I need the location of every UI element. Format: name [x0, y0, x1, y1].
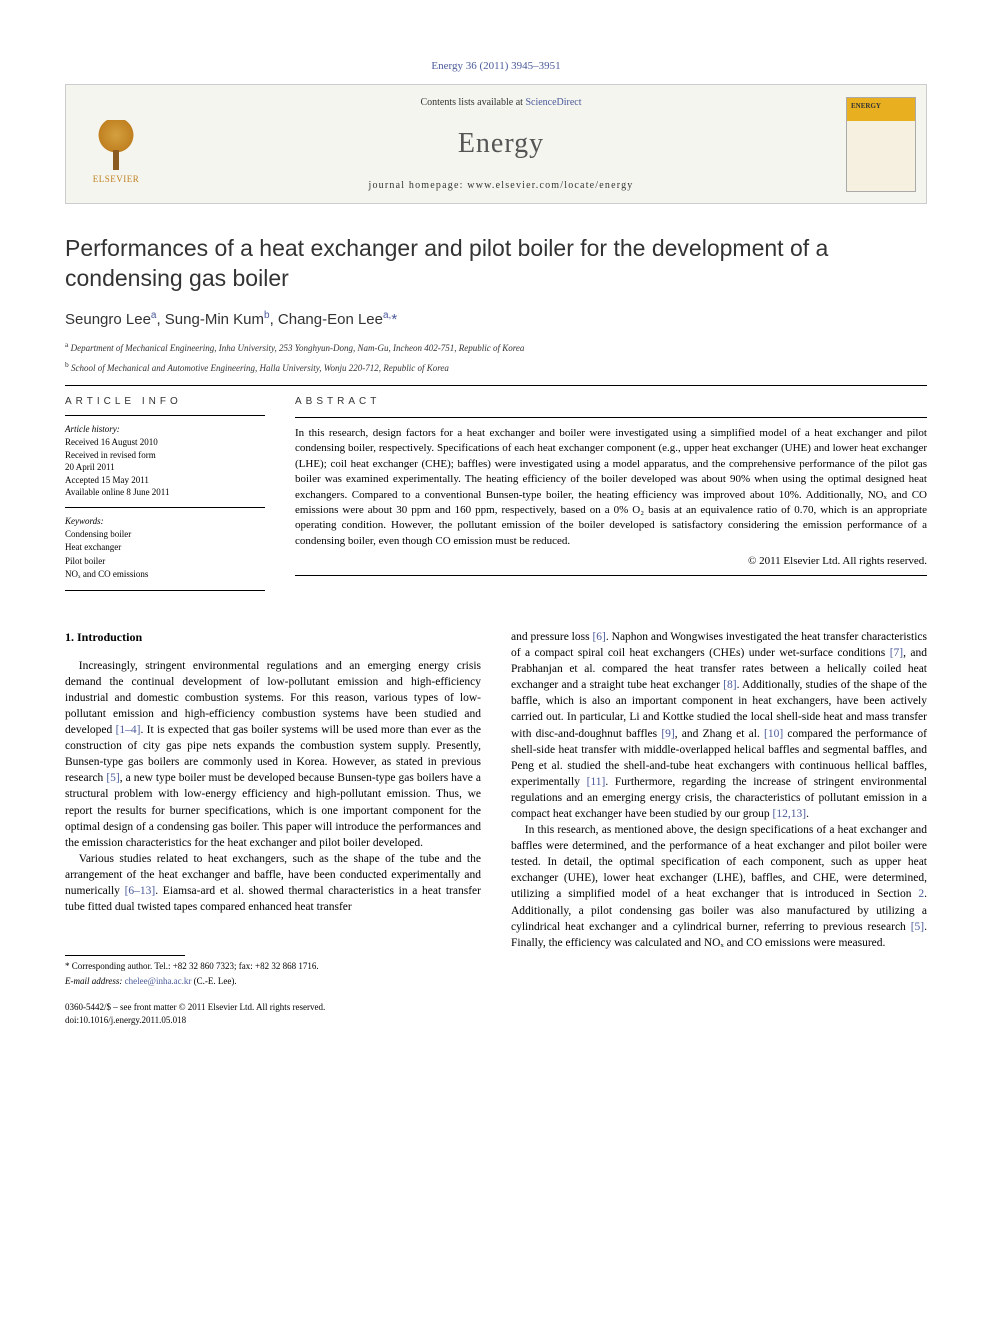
- article-info-header: ARTICLE INFO: [65, 396, 265, 407]
- info-divider: [65, 590, 265, 591]
- publisher-logo-block: ELSEVIER: [66, 85, 166, 203]
- body-paragraph: Various studies related to heat exchange…: [65, 851, 481, 915]
- publisher-name: ELSEVIER: [93, 174, 140, 184]
- abstract-text: In this research, design factors for a h…: [295, 426, 927, 549]
- abstract-top-rule: [295, 417, 927, 418]
- body-paragraph: In this research, as mentioned above, th…: [511, 822, 927, 951]
- keyword-item: Heat exchanger: [65, 541, 265, 555]
- article-title: Performances of a heat exchanger and pil…: [65, 234, 927, 294]
- history-line: Received 16 August 2010: [65, 436, 265, 449]
- history-label: Article history:: [65, 424, 265, 434]
- elsevier-tree-icon: [86, 105, 146, 170]
- affiliation-line: a Department of Mechanical Engineering, …: [65, 340, 927, 355]
- corresponding-email-link[interactable]: chelee@inha.ac.kr: [125, 976, 192, 986]
- info-divider: [65, 507, 265, 508]
- contents-prefix: Contents lists available at: [420, 97, 525, 108]
- journal-banner: ELSEVIER Contents lists available at Sci…: [65, 84, 927, 204]
- divider-rule: [65, 385, 927, 386]
- keyword-item: Condensing boiler: [65, 528, 265, 542]
- cover-title-label: ENERGY: [851, 102, 881, 110]
- abstract-bottom-rule: [295, 575, 927, 576]
- sciencedirect-link[interactable]: ScienceDirect: [525, 97, 581, 108]
- email-label: E-mail address:: [65, 976, 125, 986]
- history-line: Received in revised form: [65, 449, 265, 462]
- corresponding-author-block: * Corresponding author. Tel.: +82 32 860…: [65, 955, 481, 1026]
- homepage-url[interactable]: www.elsevier.com/locate/energy: [467, 180, 633, 191]
- doi-line: doi:10.1016/j.energy.2011.05.018: [65, 1014, 481, 1027]
- journal-name: Energy: [166, 128, 836, 160]
- journal-cover-thumbnail: ENERGY: [846, 97, 916, 192]
- header-citation: Energy 36 (2011) 3945–3951: [65, 60, 927, 72]
- body-paragraph: and pressure loss [6]. Naphon and Wongwi…: [511, 629, 927, 822]
- keyword-item: NOₓ and CO emissions: [65, 568, 265, 582]
- body-paragraph: Increasingly, stringent environmental re…: [65, 658, 481, 851]
- keyword-item: Pilot boiler: [65, 555, 265, 569]
- email-suffix: (C.-E. Lee).: [191, 976, 236, 986]
- affiliation-line: b School of Mechanical and Automotive En…: [65, 360, 927, 375]
- journal-cover-block: ENERGY: [836, 85, 926, 203]
- abstract-header: ABSTRACT: [295, 396, 927, 407]
- contents-available-line: Contents lists available at ScienceDirec…: [166, 97, 836, 108]
- corresponding-author-line: * Corresponding author. Tel.: +82 32 860…: [65, 960, 481, 973]
- history-line: Available online 8 June 2011: [65, 486, 265, 499]
- body-column-right: and pressure loss [6]. Naphon and Wongwi…: [511, 629, 927, 1027]
- abstract-block: ABSTRACT In this research, design factor…: [295, 396, 927, 599]
- section-heading-introduction: 1. Introduction: [65, 629, 481, 646]
- history-line: Accepted 15 May 2011: [65, 474, 265, 487]
- authors-line: Seungro Leea, Sung-Min Kumb, Chang-Eon L…: [65, 310, 927, 328]
- abstract-copyright: © 2011 Elsevier Ltd. All rights reserved…: [295, 555, 927, 567]
- issn-line: 0360-5442/$ – see front matter © 2011 El…: [65, 1001, 481, 1014]
- footnote-rule: [65, 955, 185, 956]
- homepage-prefix: journal homepage:: [368, 180, 467, 191]
- journal-homepage-line: journal homepage: www.elsevier.com/locat…: [166, 180, 836, 191]
- keywords-label: Keywords:: [65, 516, 265, 526]
- article-info-block: ARTICLE INFO Article history: Received 1…: [65, 396, 265, 599]
- info-divider: [65, 415, 265, 416]
- history-line: 20 April 2011: [65, 461, 265, 474]
- body-column-left: 1. Introduction Increasingly, stringent …: [65, 629, 481, 1027]
